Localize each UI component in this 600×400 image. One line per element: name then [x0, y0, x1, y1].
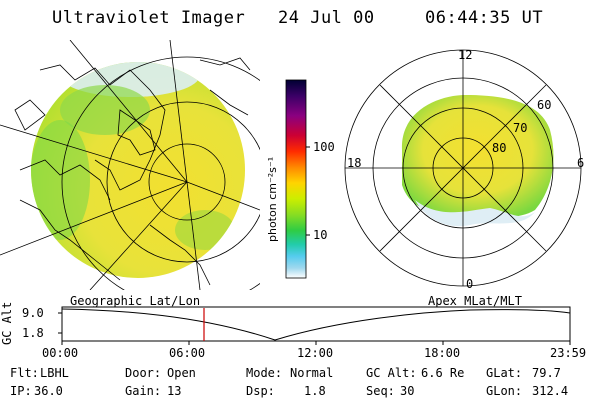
- dsp-label: Dsp:: [246, 384, 275, 398]
- gain-label: Gain:: [125, 384, 162, 398]
- gcalt-value: 6.6 Re: [421, 366, 465, 380]
- gain-value: 13: [167, 384, 182, 398]
- geographic-panel-label: Geographic Lat/Lon: [70, 294, 201, 308]
- timeline-xtick-0000: 00:00: [42, 346, 79, 360]
- mlt-label-18: 18: [347, 156, 362, 170]
- dsp-value: 1.8: [304, 384, 326, 398]
- date-label: 24 Jul 00: [278, 8, 375, 28]
- door-value: Open: [167, 366, 196, 380]
- mlt-label-6: 6: [577, 156, 585, 170]
- mlt-label-0: 0: [466, 277, 474, 291]
- timeline-ytick-max: 9.0: [22, 306, 44, 320]
- ip-value: 36.0: [34, 384, 63, 398]
- glat-value: 79.7: [532, 366, 561, 380]
- seq-label: Seq:: [366, 384, 395, 398]
- flt-value: LBHL: [40, 366, 69, 380]
- mlt-label-12: 12: [458, 48, 473, 62]
- colorbar-tick-10: 10: [313, 228, 328, 242]
- mode-value: Normal: [290, 366, 334, 380]
- timeline-axis-label: GC Alt: [0, 301, 14, 345]
- apex-panel-label: Apex MLat/MLT: [428, 294, 522, 308]
- instrument-title: Ultraviolet Imager: [52, 8, 246, 28]
- mlat-label-80: 80: [492, 141, 507, 155]
- mlat-label-70: 70: [513, 121, 528, 135]
- glat-label: GLat:: [486, 366, 523, 380]
- orbit-timeline: [58, 306, 571, 345]
- glon-label: GLon:: [486, 384, 523, 398]
- geographic-auroral-image: [0, 40, 260, 290]
- flt-label: Flt:: [10, 366, 39, 380]
- timeline-xtick-2359: 23:59: [550, 346, 587, 360]
- glon-value: 312.4: [532, 384, 569, 398]
- mlat-label-60: 60: [537, 98, 552, 112]
- timeline-xtick-0600: 06:00: [169, 346, 206, 360]
- colorbar-unit-label: photon cm⁻²s⁻¹: [266, 156, 279, 242]
- timeline-xtick-1200: 12:00: [297, 346, 334, 360]
- colorbar: [285, 79, 310, 279]
- ip-label: IP:: [10, 384, 32, 398]
- gcalt-label: GC Alt:: [366, 366, 417, 380]
- seq-value: 30: [400, 384, 415, 398]
- colorbar-tick-100: 100: [313, 140, 335, 154]
- apex-polar-plot: [344, 49, 582, 287]
- mode-label: Mode:: [246, 366, 283, 380]
- timeline-ytick-min: 1.8: [22, 326, 44, 340]
- door-label: Door:: [125, 366, 162, 380]
- timeline-xtick-1800: 18:00: [424, 346, 461, 360]
- time-label: 06:44:35 UT: [425, 8, 544, 28]
